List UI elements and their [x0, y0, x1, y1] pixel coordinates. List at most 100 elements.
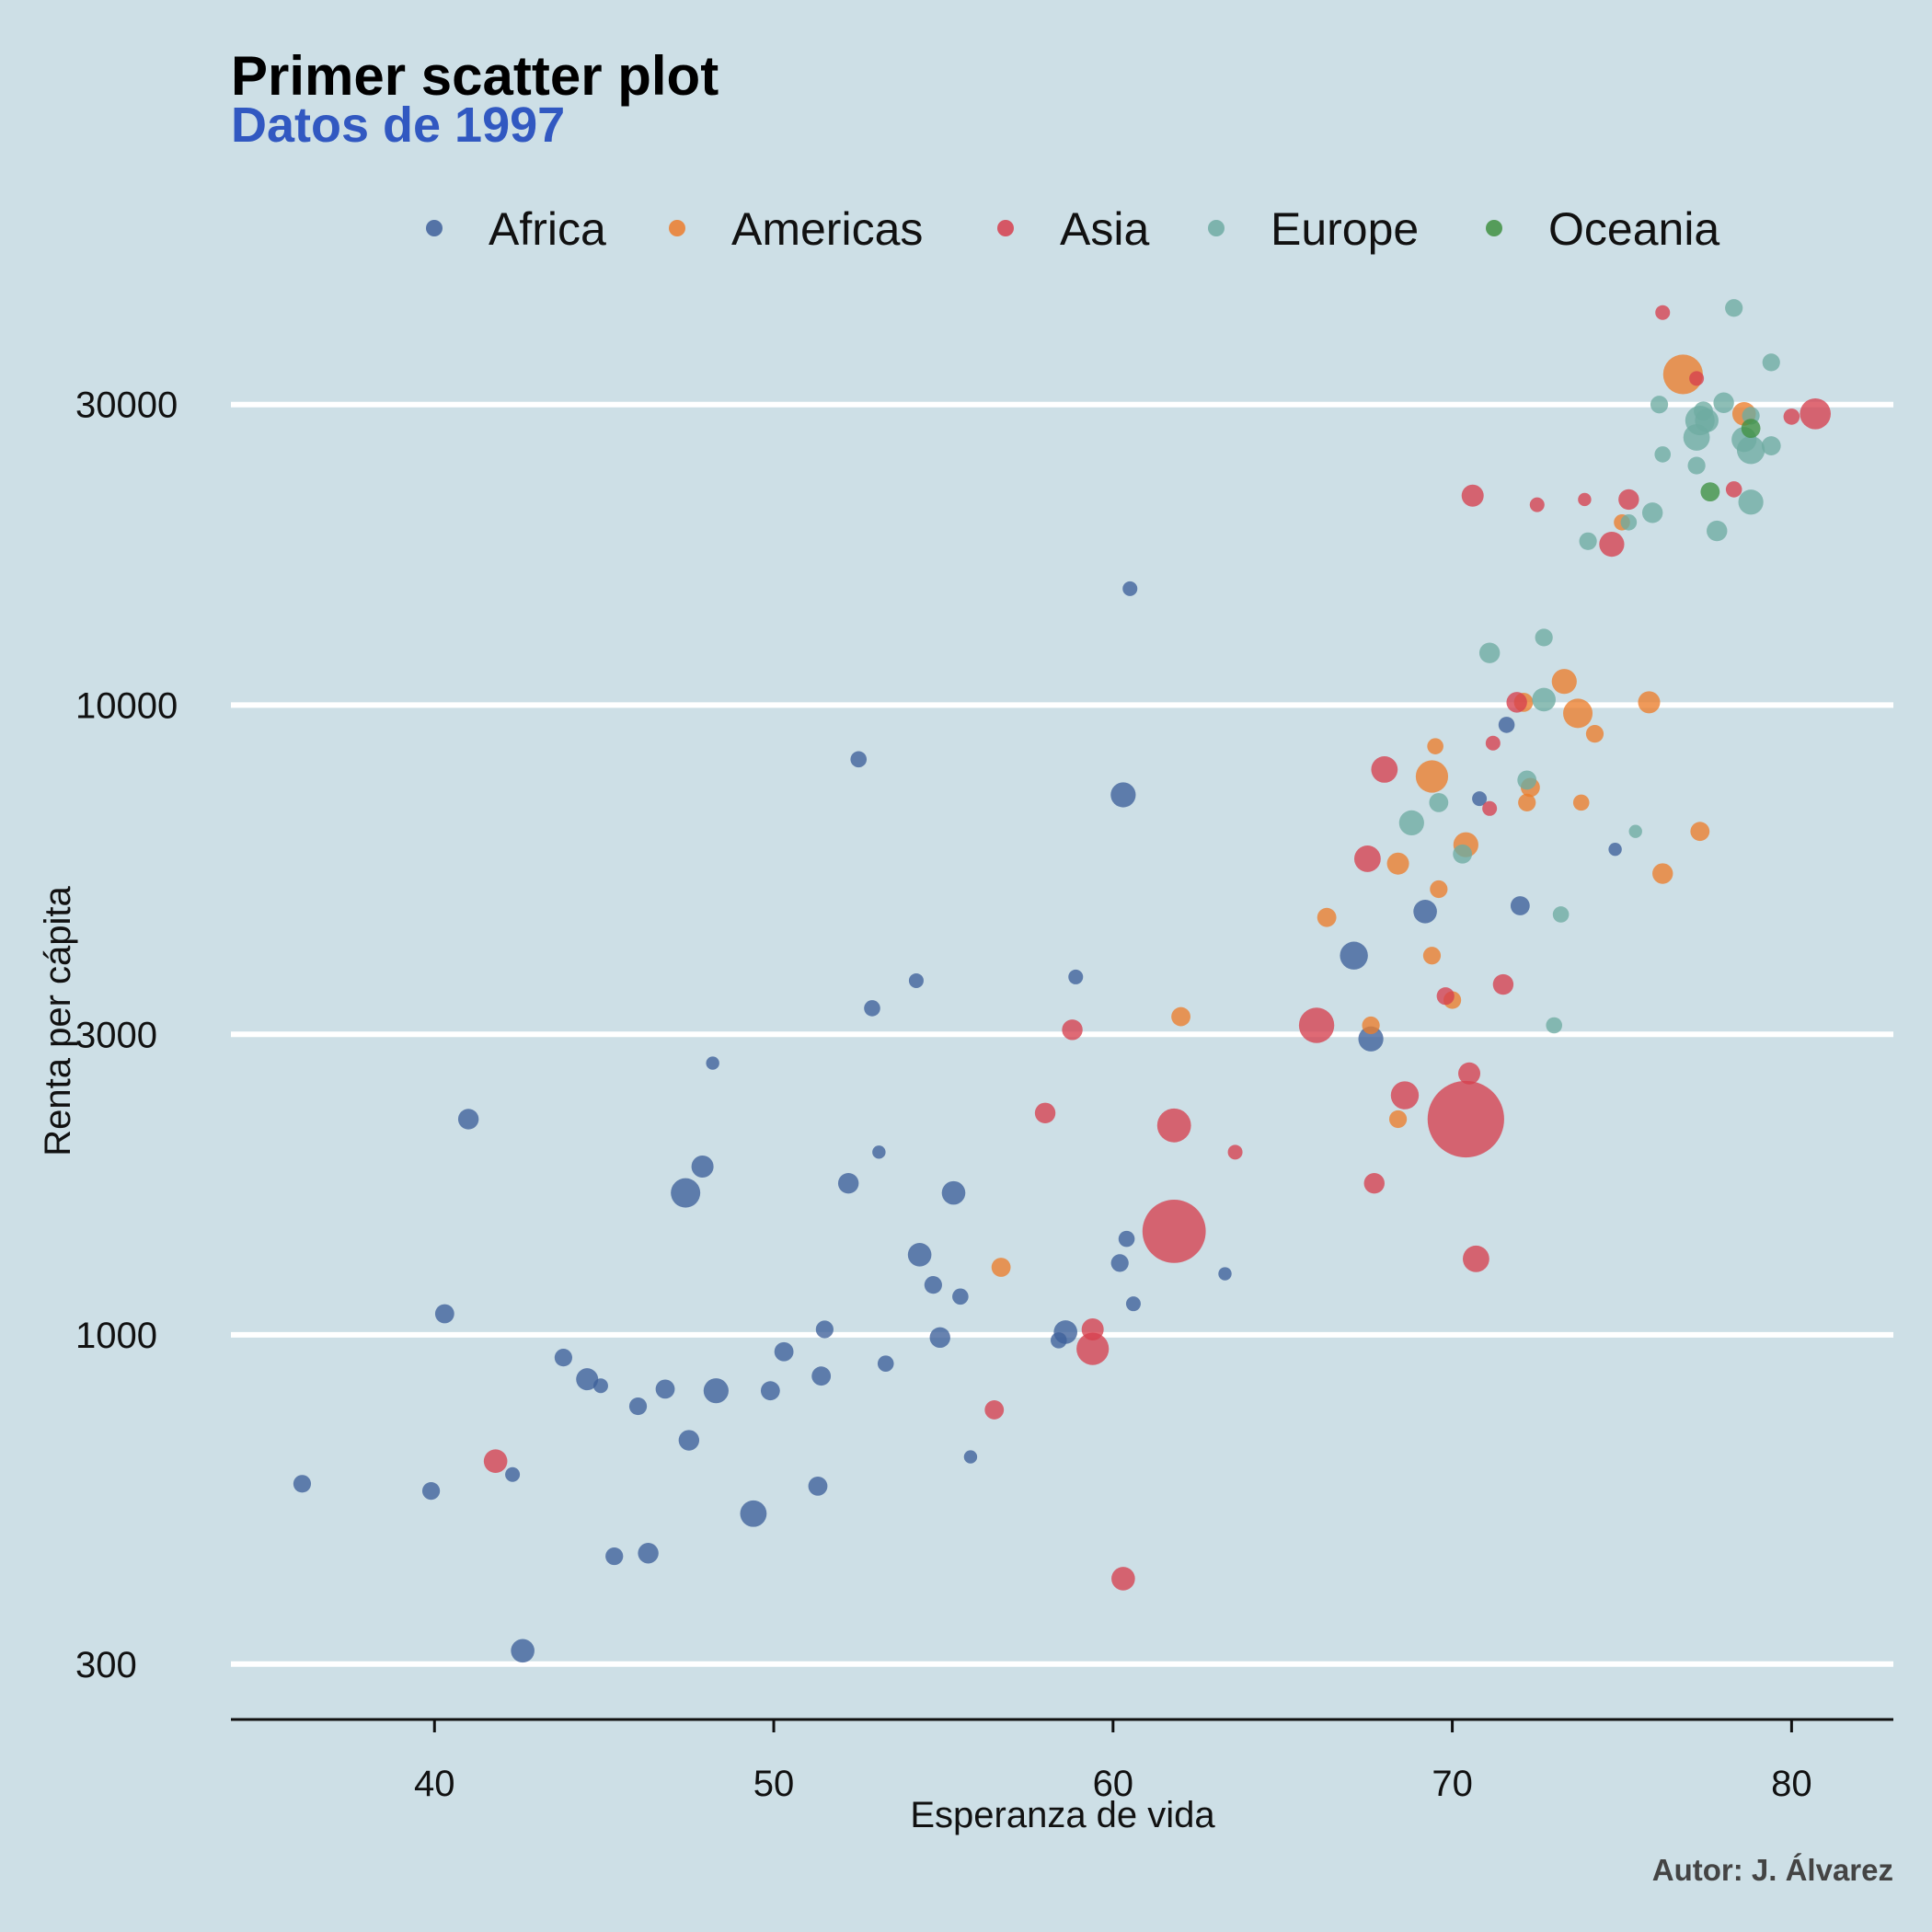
- point-africa: [706, 1056, 719, 1070]
- x-tick-label: 50: [753, 1764, 795, 1804]
- point-asia: [1800, 398, 1831, 430]
- point-americas: [1422, 947, 1442, 965]
- point-europe: [1707, 520, 1728, 542]
- point-africa: [691, 1155, 714, 1178]
- point-americas: [1388, 1110, 1408, 1129]
- point-asia: [1436, 987, 1455, 1006]
- point-asia: [1485, 735, 1501, 751]
- point-europe: [1532, 687, 1556, 712]
- y-tick-label: 3000: [75, 1015, 157, 1055]
- point-africa: [1498, 717, 1515, 733]
- point-americas: [1690, 822, 1710, 842]
- point-asia: [1227, 1144, 1243, 1160]
- point-africa: [1110, 1254, 1129, 1272]
- point-africa: [941, 1180, 966, 1205]
- point-asia: [1034, 1102, 1056, 1123]
- point-americas: [1427, 738, 1443, 754]
- point-africa: [850, 751, 868, 768]
- y-axis-title: Renta per cápita: [38, 885, 78, 1156]
- point-asia: [1599, 531, 1625, 558]
- point-americas: [1171, 1006, 1190, 1027]
- y-tick-label: 300: [75, 1645, 137, 1685]
- legend-key-americas: [669, 220, 685, 236]
- point-europe: [1453, 844, 1473, 864]
- point-africa: [293, 1475, 312, 1493]
- point-americas: [1585, 725, 1604, 743]
- legend-key-europe: [1208, 220, 1225, 236]
- point-asia: [1156, 1108, 1191, 1143]
- point-africa: [1068, 969, 1084, 984]
- point-europe: [1738, 489, 1764, 515]
- point-africa: [434, 1304, 454, 1324]
- point-africa: [877, 1355, 894, 1372]
- point-europe: [1398, 810, 1424, 835]
- point-asia: [1689, 371, 1705, 386]
- point-africa: [1510, 896, 1530, 915]
- point-africa: [811, 1366, 832, 1386]
- point-asia: [1142, 1199, 1206, 1263]
- point-asia: [483, 1449, 508, 1474]
- y-tick-label: 10000: [75, 685, 178, 726]
- point-asia: [1578, 492, 1592, 507]
- legend-label-americas: Americas: [731, 203, 923, 255]
- point-africa: [1608, 842, 1622, 857]
- point-africa: [929, 1327, 950, 1349]
- point-africa: [605, 1547, 624, 1566]
- point-africa: [952, 1288, 969, 1305]
- point-asia: [1427, 1080, 1504, 1158]
- point-americas: [1638, 691, 1661, 714]
- point-africa: [505, 1466, 521, 1482]
- point-africa: [963, 1450, 978, 1464]
- point-europe: [1628, 824, 1642, 838]
- point-asia: [1529, 497, 1545, 512]
- point-europe: [1429, 792, 1449, 812]
- point-africa: [703, 1378, 729, 1404]
- point-oceania: [1700, 482, 1720, 502]
- point-asia: [984, 1400, 1005, 1420]
- point-africa: [808, 1476, 828, 1496]
- point-africa: [872, 1145, 886, 1159]
- point-africa: [760, 1381, 780, 1401]
- point-americas: [1386, 852, 1409, 875]
- point-americas: [1430, 880, 1448, 899]
- point-asia: [1783, 408, 1800, 425]
- point-americas: [1551, 669, 1577, 695]
- legend-label-oceania: Oceania: [1548, 203, 1719, 255]
- point-europe: [1546, 1017, 1563, 1034]
- x-axis-title: Esperanza de vida: [910, 1795, 1215, 1835]
- caption: Autor: J. Álvarez: [1652, 1853, 1893, 1887]
- point-europe: [1641, 502, 1663, 523]
- point-americas: [1572, 794, 1590, 811]
- point-africa: [457, 1109, 479, 1130]
- point-africa: [1053, 1320, 1077, 1344]
- grid-lines: [231, 401, 1893, 1667]
- point-europe: [1713, 392, 1734, 413]
- point-africa: [628, 1397, 648, 1416]
- point-africa: [1125, 1296, 1141, 1312]
- point-asia: [1461, 484, 1484, 507]
- point-europe: [1650, 396, 1669, 414]
- point-asia: [1390, 1081, 1420, 1110]
- point-asia: [1458, 1062, 1481, 1085]
- point-africa: [421, 1481, 441, 1501]
- point-europe: [1552, 906, 1570, 923]
- point-europe: [1695, 408, 1719, 432]
- point-africa: [837, 1173, 859, 1194]
- point-asia: [1363, 1173, 1385, 1194]
- legend-label-africa: Africa: [489, 203, 606, 255]
- x-tick-label: 70: [1432, 1764, 1473, 1804]
- legend-key-asia: [997, 220, 1014, 236]
- point-africa: [678, 1430, 700, 1451]
- point-africa: [924, 1276, 942, 1294]
- point-africa: [655, 1379, 675, 1399]
- point-africa: [511, 1639, 535, 1663]
- point-oceania: [1741, 419, 1761, 438]
- point-europe: [1535, 628, 1553, 647]
- point-europe: [1620, 513, 1638, 531]
- point-africa: [1340, 941, 1368, 970]
- y-tick-label: 1000: [75, 1316, 157, 1356]
- point-africa: [1358, 1026, 1384, 1052]
- point-europe: [1579, 532, 1597, 550]
